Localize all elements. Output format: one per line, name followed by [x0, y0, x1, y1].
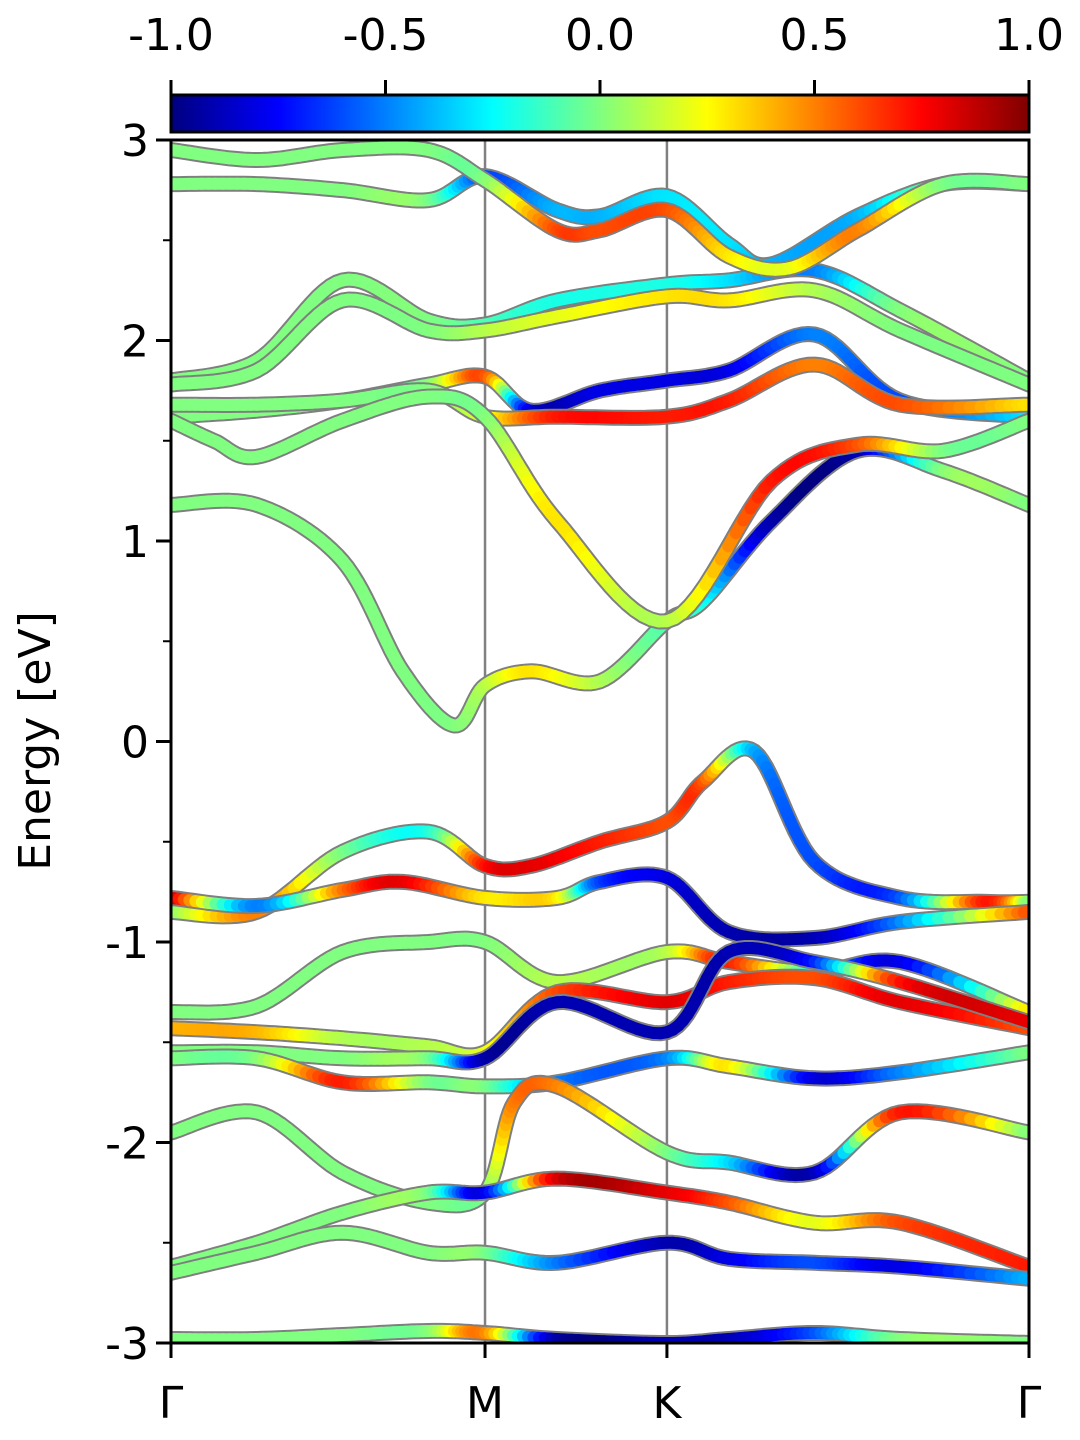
band — [171, 388, 1029, 630]
high-symmetry-lines — [483, 140, 669, 1343]
x-tick-label: M — [466, 1378, 504, 1429]
plot-area: 3 2 1 0 -1 -2 -3 Γ M K Γ — [105, 116, 1042, 1429]
colorbar-tick-label: -1.0 — [128, 10, 214, 61]
x-tick-label: K — [652, 1378, 682, 1429]
band — [171, 740, 1029, 925]
colorbar-tick-label: 0.5 — [780, 10, 850, 61]
y-axis-ticks: 3 2 1 0 -1 -2 -3 — [105, 116, 171, 1370]
colorbar-ticks: -1.0 -0.5 0.0 0.5 1.0 — [128, 10, 1064, 95]
band-lines — [171, 140, 1029, 1343]
band — [171, 866, 1029, 948]
band — [171, 140, 1029, 278]
x-tick-label: Γ — [1017, 1378, 1042, 1429]
colorbar: -1.0 -0.5 0.0 0.5 1.0 — [128, 10, 1064, 134]
band — [171, 1322, 1029, 1343]
x-tick-label: Γ — [159, 1378, 184, 1429]
y-tick-label: -2 — [105, 1119, 149, 1170]
band — [171, 1170, 1029, 1275]
y-tick-label: 3 — [121, 116, 149, 167]
colorbar-tick-label: -0.5 — [343, 10, 429, 61]
y-tick-label: 0 — [121, 718, 149, 769]
y-tick-label: -1 — [105, 918, 149, 969]
y-tick-label: -3 — [105, 1319, 149, 1370]
band — [171, 1224, 1029, 1287]
colorbar-tick-label: 0.0 — [565, 10, 635, 61]
band-outline — [171, 388, 1029, 630]
band — [171, 440, 1029, 734]
colorbar-gradient — [169, 93, 1031, 134]
y-tick-label: 1 — [121, 517, 149, 568]
y-axis-title: Energy [eV] — [10, 611, 61, 871]
band — [171, 281, 1029, 393]
band — [171, 168, 1029, 274]
band — [171, 930, 1029, 1021]
colorbar-tick-label: 1.0 — [994, 10, 1064, 61]
y-tick-label: 2 — [121, 317, 149, 368]
band — [171, 940, 1029, 1071]
